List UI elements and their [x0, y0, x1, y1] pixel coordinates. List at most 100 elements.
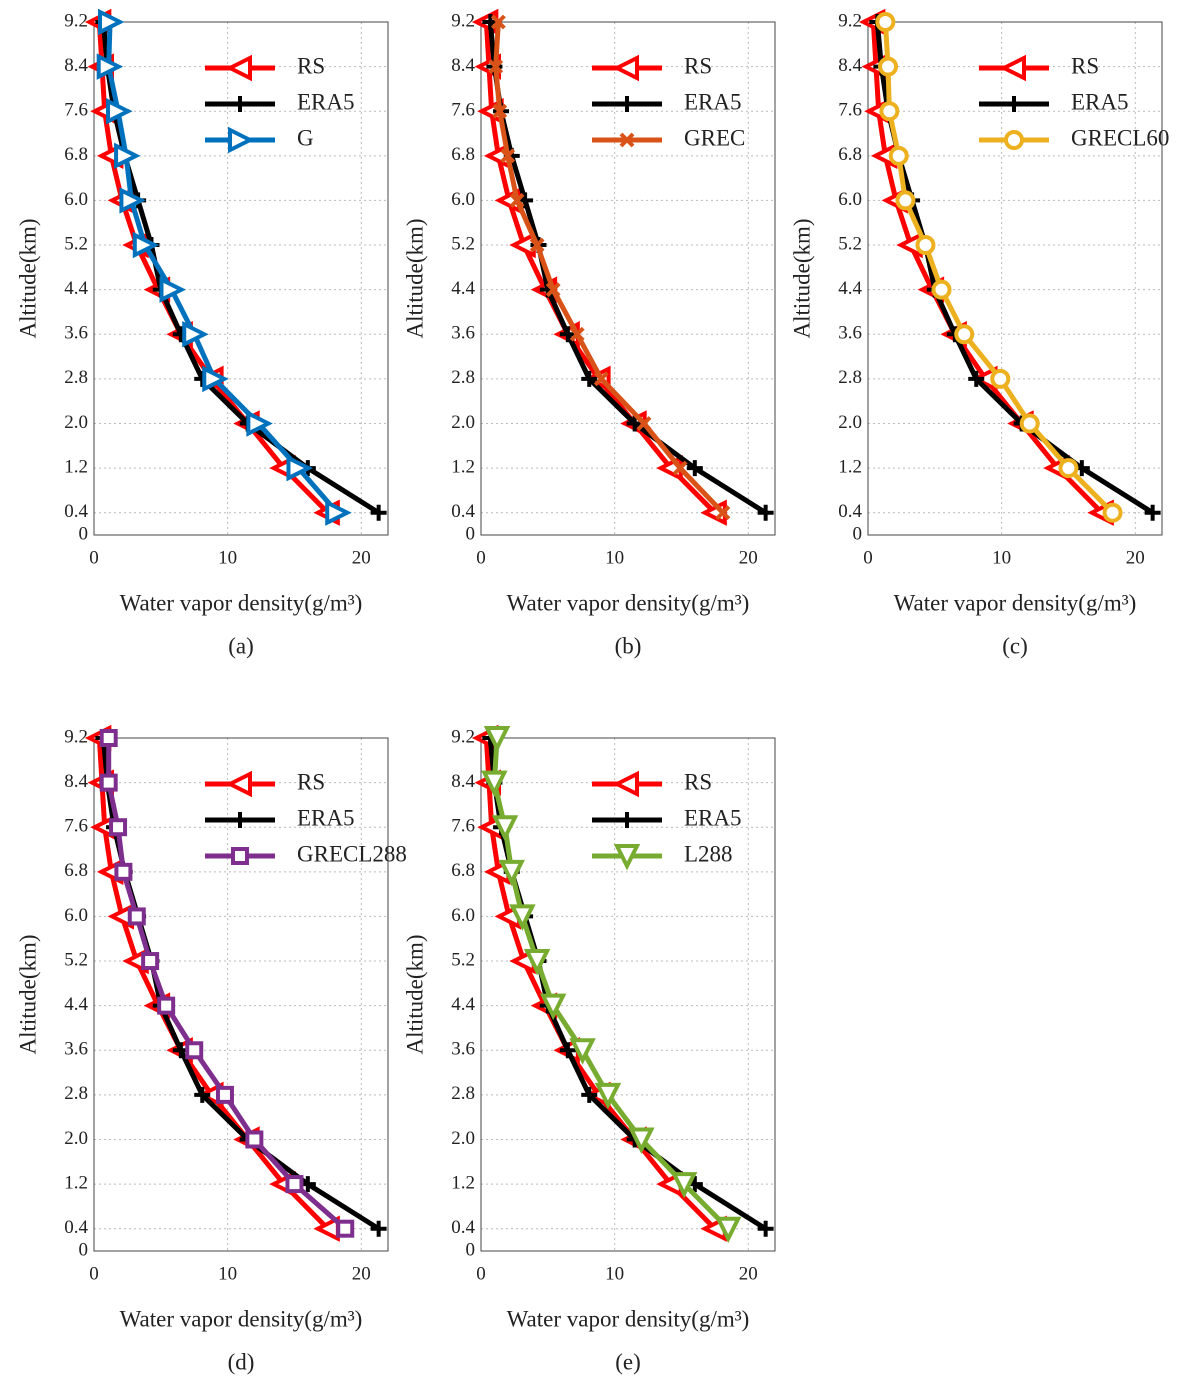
marker	[888, 145, 909, 166]
marker	[539, 993, 567, 1021]
x-tick-label: 0	[89, 1263, 99, 1284]
legend-label: GREC	[684, 125, 745, 150]
x-tick-label: 20	[352, 547, 371, 568]
legend-label: G	[297, 125, 314, 150]
marker	[509, 193, 525, 208]
marker	[878, 56, 899, 77]
y-tick-label: 4.4	[838, 278, 862, 299]
marker	[686, 460, 703, 477]
y-tick-label: 0	[853, 523, 863, 544]
y-tick-label: 4.4	[64, 278, 88, 299]
marker	[670, 1172, 698, 1199]
marker	[523, 949, 551, 976]
marker	[285, 1175, 304, 1194]
marker	[159, 276, 186, 303]
y-axis-label: Altitude(km)	[402, 218, 427, 338]
marker	[612, 770, 639, 798]
marker	[132, 231, 160, 259]
marker	[593, 371, 609, 387]
marker	[875, 12, 896, 32]
y-tick-label: 0	[79, 1239, 89, 1260]
marker	[1058, 458, 1079, 479]
marker	[612, 54, 639, 82]
y-tick-label: 4.4	[64, 994, 88, 1015]
marker	[483, 726, 511, 753]
marker	[569, 1038, 596, 1065]
y-tick-label: 5.2	[838, 233, 862, 254]
marker	[232, 96, 248, 112]
marker	[628, 1127, 655, 1154]
y-tick-label: 6.0	[451, 189, 475, 210]
marker	[370, 504, 387, 521]
marker	[968, 370, 985, 387]
subplot: 0 10 2000.41.22.02.83.64.45.26.06.87.68.49…	[15, 724, 407, 1374]
marker	[619, 132, 635, 148]
marker	[491, 815, 519, 842]
legend-label: ERA5	[297, 89, 355, 114]
marker	[569, 326, 585, 342]
y-tick-label: 7.6	[451, 816, 475, 837]
legend-label: RS	[684, 53, 712, 78]
x-tick-label: 20	[739, 1263, 758, 1284]
y-tick-label: 2.0	[838, 412, 862, 433]
marker	[594, 1082, 622, 1110]
y-axis-label: Altitude(km)	[789, 218, 814, 338]
marker	[232, 812, 248, 828]
series-line	[493, 21, 725, 515]
y-axis-label: Altitude(km)	[15, 934, 40, 1054]
marker	[202, 365, 229, 393]
marker	[336, 1219, 355, 1238]
marker	[109, 818, 128, 837]
y-tick-label: 2.0	[64, 1128, 88, 1149]
axes-box	[867, 21, 1163, 536]
y-tick-label: 0.4	[451, 501, 475, 522]
marker	[225, 770, 252, 798]
marker	[895, 190, 916, 211]
x-tick-label: 20	[352, 1263, 371, 1284]
marker	[1006, 96, 1022, 112]
marker	[500, 148, 516, 164]
y-tick-label: 3.6	[451, 1039, 475, 1060]
marker	[559, 1042, 576, 1059]
legend-label: RS	[684, 769, 712, 794]
y-tick-label: 2.8	[451, 1083, 475, 1104]
subplot: 0 10 2000.41.22.02.83.64.45.26.06.87.68.49…	[789, 8, 1169, 658]
marker	[370, 1220, 387, 1237]
marker	[228, 126, 255, 154]
y-tick-label: 6.8	[64, 144, 88, 165]
marker	[915, 235, 936, 256]
x-axis-label: Water vapor density(g/m³)	[507, 1306, 750, 1331]
marker	[182, 321, 209, 348]
y-tick-label: 2.8	[64, 367, 88, 388]
axes-box	[480, 737, 776, 1252]
marker	[1019, 413, 1040, 434]
marker	[481, 770, 508, 798]
marker	[185, 1041, 204, 1060]
y-tick-label: 8.4	[451, 55, 475, 76]
marker	[119, 187, 146, 214]
y-tick-label: 6.8	[838, 144, 862, 165]
y-tick-label: 5.2	[64, 233, 88, 254]
marker	[613, 844, 641, 871]
x-tick-label: 0	[863, 547, 873, 568]
legend-label: RS	[1071, 53, 1099, 78]
caption: (a)	[228, 633, 254, 658]
y-tick-label: 1.2	[64, 1172, 88, 1193]
marker	[96, 53, 124, 80]
y-tick-label: 6.0	[64, 189, 88, 210]
marker	[999, 54, 1026, 82]
y-tick-label: 9.2	[838, 10, 862, 31]
marker	[619, 96, 635, 112]
marker	[990, 368, 1011, 389]
y-tick-label: 3.6	[838, 323, 862, 344]
marker	[626, 415, 643, 432]
x-tick-label: 20	[1126, 547, 1145, 568]
legend-label: RS	[297, 53, 325, 78]
x-tick-label: 10	[218, 547, 237, 568]
y-tick-label: 2.0	[64, 412, 88, 433]
y-tick-label: 6.8	[64, 860, 88, 881]
axes-box	[93, 737, 389, 1252]
marker	[545, 282, 561, 298]
y-tick-label: 3.6	[64, 323, 88, 344]
